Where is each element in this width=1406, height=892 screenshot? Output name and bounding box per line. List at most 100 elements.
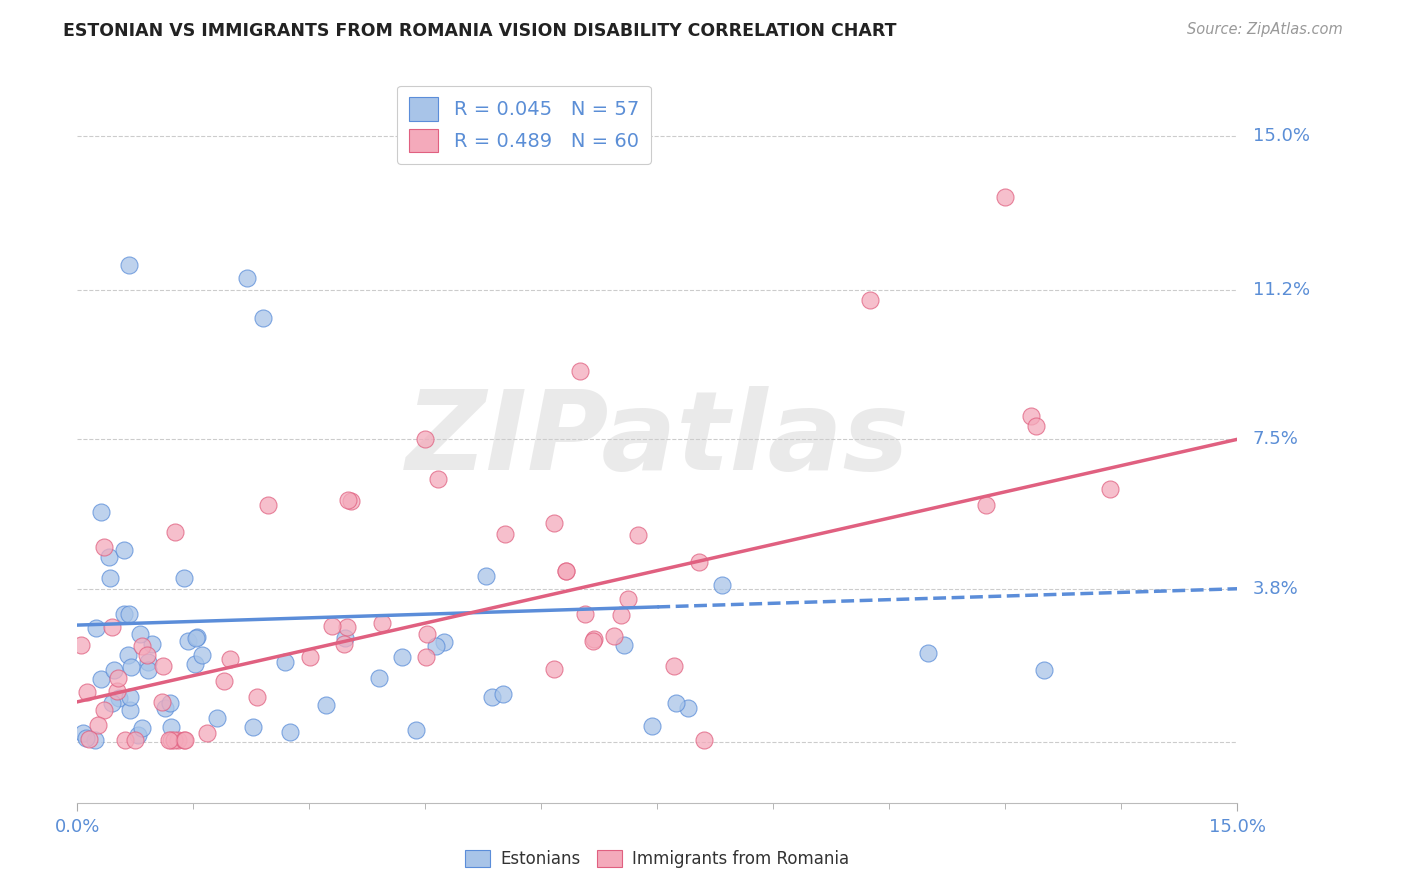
Point (416, 627, 439, 641)
Point (108, 691, 131, 706)
Point (413, 433, 436, 447)
Point (602, 629, 624, 643)
Point (555, 564, 578, 578)
Point (173, 733, 195, 747)
Point (617, 592, 640, 607)
Point (665, 697, 688, 711)
Point (90, 505, 112, 519)
Point (117, 648, 139, 662)
Point (1025, 419, 1047, 434)
Point (339, 494, 361, 508)
Point (120, 703, 142, 717)
Point (693, 733, 716, 747)
Point (127, 727, 149, 741)
Text: ESTONIAN VS IMMIGRANTS FROM ROMANIA VISION DISABILITY CORRELATION CHART: ESTONIAN VS IMMIGRANTS FROM ROMANIA VISI… (63, 22, 897, 40)
Point (101, 620, 124, 634)
Point (118, 258, 141, 272)
Point (118, 690, 141, 705)
Point (582, 633, 605, 648)
Point (368, 671, 391, 685)
Point (641, 718, 664, 732)
Point (555, 565, 578, 579)
Point (1033, 663, 1056, 677)
Point (315, 698, 337, 712)
Point (152, 695, 174, 709)
Point (917, 646, 939, 660)
Point (101, 696, 124, 710)
Point (136, 655, 159, 669)
Point (120, 659, 142, 673)
Point (131, 640, 153, 654)
Point (124, 733, 146, 747)
Point (159, 733, 181, 747)
Point (186, 631, 208, 645)
Text: 15.0%: 15.0% (1253, 128, 1310, 145)
Point (426, 472, 449, 486)
Point (481, 690, 503, 704)
Point (107, 672, 129, 686)
Point (582, 632, 605, 646)
Point (97, 550, 120, 565)
Point (72, 726, 94, 740)
Point (84, 733, 107, 747)
Point (141, 637, 163, 651)
Text: 11.2%: 11.2% (1253, 281, 1310, 299)
Point (75, 731, 97, 746)
Point (610, 608, 633, 623)
Point (107, 683, 129, 698)
Point (278, 725, 301, 739)
Point (236, 270, 259, 285)
Point (299, 649, 322, 664)
Point (70, 638, 93, 652)
Point (613, 638, 636, 652)
Point (207, 711, 229, 725)
Point (274, 655, 297, 669)
Point (543, 662, 565, 676)
Point (93, 703, 115, 717)
Point (333, 631, 356, 645)
Point (492, 687, 515, 701)
Point (371, 616, 394, 631)
Point (212, 674, 235, 689)
Point (242, 721, 264, 735)
Point (163, 525, 186, 540)
Point (994, 190, 1017, 204)
Point (1098, 482, 1121, 496)
Point (190, 648, 212, 662)
Point (90, 672, 112, 686)
Point (98, 571, 121, 585)
Point (173, 571, 195, 585)
Point (136, 663, 159, 677)
Point (710, 578, 733, 592)
Point (114, 733, 136, 747)
Point (186, 630, 208, 644)
Point (337, 492, 360, 507)
Point (425, 639, 447, 653)
Point (84, 621, 107, 635)
Point (86, 718, 108, 732)
Text: 7.5%: 7.5% (1253, 430, 1299, 449)
Text: Source: ZipAtlas.com: Source: ZipAtlas.com (1187, 22, 1343, 37)
Point (662, 658, 685, 673)
Point (153, 701, 176, 715)
Point (321, 619, 343, 633)
Point (135, 648, 157, 662)
Point (858, 293, 880, 308)
Text: 3.8%: 3.8% (1253, 580, 1299, 598)
Point (475, 568, 498, 582)
Point (246, 690, 269, 704)
Point (336, 620, 359, 634)
Point (166, 733, 188, 747)
Point (627, 528, 650, 542)
Legend: Estonians, Immigrants from Romania: Estonians, Immigrants from Romania (458, 843, 856, 874)
Point (129, 626, 152, 640)
Point (118, 607, 141, 622)
Point (688, 555, 710, 569)
Point (184, 657, 207, 671)
Text: ZIPatlas: ZIPatlas (405, 386, 910, 492)
Point (152, 658, 174, 673)
Point (163, 733, 186, 747)
Point (494, 527, 516, 541)
Point (252, 311, 274, 326)
Point (676, 700, 699, 714)
